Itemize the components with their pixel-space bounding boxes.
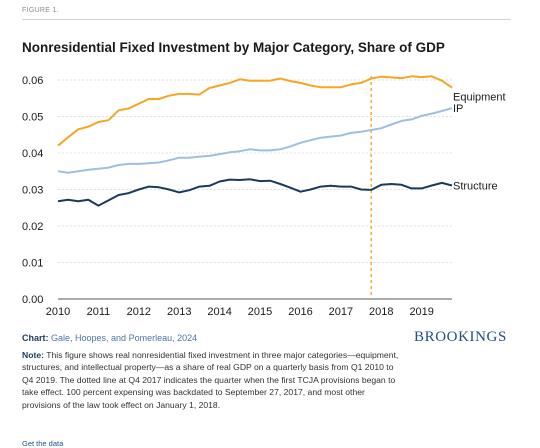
- x-tick-label: 2013: [167, 306, 191, 318]
- source-link[interactable]: Gale, Hoopes, and Pomerleau, 2024: [51, 333, 198, 343]
- y-tick-label: 0.00: [22, 294, 43, 306]
- series-line-equipment: [57, 75, 453, 147]
- chart-title: Nonresidential Fixed Investment by Major…: [22, 40, 445, 55]
- x-tick-label: 2016: [288, 306, 312, 318]
- x-tick-label: 2019: [409, 306, 433, 318]
- y-tick-label: 0.06: [22, 75, 43, 87]
- chart-source: Chart: Gale, Hoopes, and Pomerleau, 2024: [22, 333, 197, 343]
- note-text: This figure shows real nonresidential fi…: [22, 350, 399, 410]
- series-line-structure: [57, 178, 453, 207]
- top-divider: [22, 19, 511, 20]
- x-tick-label: 2011: [87, 306, 111, 318]
- source-prefix: Chart:: [22, 333, 49, 343]
- x-tick-label: 2012: [127, 306, 151, 318]
- y-tick-label: 0.03: [22, 185, 43, 197]
- x-tick-label: 2014: [207, 306, 231, 318]
- series-label-structure: Structure: [453, 180, 498, 192]
- figure-label: FIGURE 1.: [22, 7, 59, 14]
- y-tick-label: 0.02: [22, 221, 43, 233]
- line-chart: 0.00 0.01 0.02 0.03 0.04 0.05 0.06 2010 2011 2012…: [22, 75, 506, 318]
- x-tick-label: 2017: [329, 306, 353, 318]
- y-tick-label: 0.04: [22, 148, 43, 160]
- note-prefix: Note:: [22, 350, 44, 360]
- series-line-ip: [57, 107, 453, 174]
- x-tick-label: 2010: [46, 306, 70, 318]
- series-label-equipment: Equipment: [453, 92, 506, 104]
- x-tick-label: 2015: [248, 306, 272, 318]
- chart-note: Note: This figure shows real nonresident…: [22, 349, 404, 411]
- y-tick-label: 0.05: [22, 112, 43, 124]
- y-tick-label: 0.01: [22, 258, 43, 270]
- brookings-logo: BROOKINGS: [414, 329, 507, 345]
- x-tick-label: 2018: [369, 306, 393, 318]
- series-label-ip: IP: [453, 103, 463, 115]
- get-data-link[interactable]: Get the data: [22, 439, 64, 448]
